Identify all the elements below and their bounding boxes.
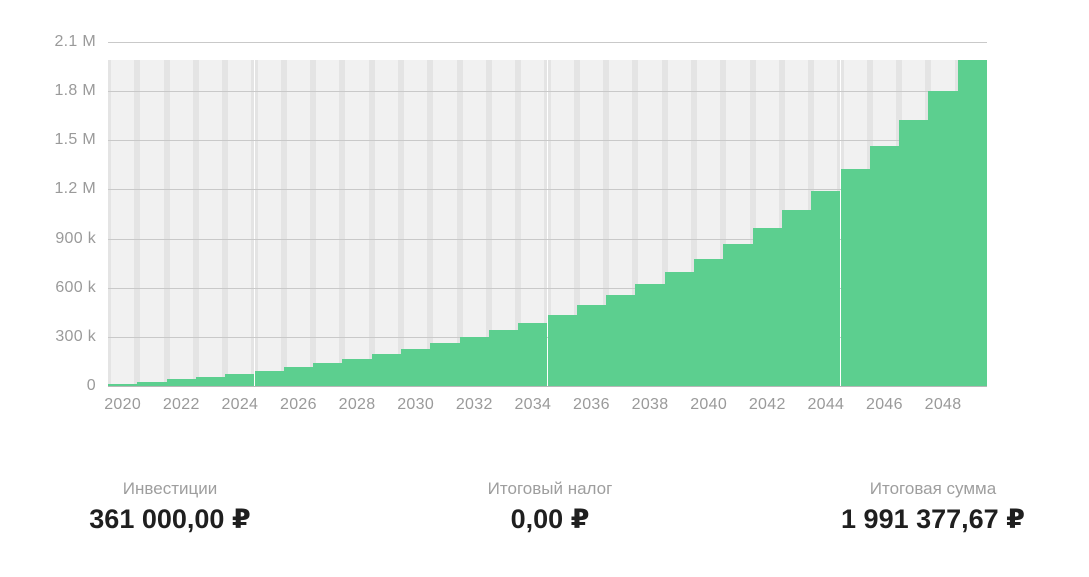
bar-2044[interactable] bbox=[811, 190, 841, 386]
summary-stats: Инвестиции 361 000,00 ₽ Итоговый налог 0… bbox=[0, 479, 1089, 549]
bar-bg-2029 bbox=[371, 59, 401, 386]
bar-2032[interactable] bbox=[459, 337, 489, 386]
x-tick-2028: 2028 bbox=[338, 396, 376, 413]
bar-bg-2028 bbox=[342, 59, 372, 386]
bar-2033[interactable] bbox=[488, 330, 519, 386]
bar-2023[interactable] bbox=[195, 376, 226, 386]
bar-bg-2025 bbox=[254, 59, 284, 386]
gridline-1.2M bbox=[108, 189, 987, 191]
gridline-900k bbox=[108, 238, 987, 240]
bar-2027[interactable] bbox=[313, 363, 343, 386]
bar-bg-2030 bbox=[401, 59, 431, 386]
y-tick-600k: 600 k bbox=[55, 278, 96, 296]
bar-2036[interactable] bbox=[576, 305, 607, 386]
x-tick-2022: 2022 bbox=[162, 396, 200, 413]
bar-bg-2026 bbox=[283, 59, 314, 386]
y-tick-1.5M: 1.5 M bbox=[54, 131, 96, 149]
x-tick-2026: 2026 bbox=[280, 396, 317, 413]
stat-investments-value: 361 000,00 ₽ bbox=[89, 504, 251, 534]
x-tick-2038: 2038 bbox=[631, 396, 669, 413]
bar-2026[interactable] bbox=[283, 367, 314, 386]
x-tick-2034: 2034 bbox=[514, 396, 552, 413]
gridline-1.8M bbox=[108, 91, 987, 93]
stat-total-sum: Итоговая сумма 1 991 377,67 ₽ bbox=[841, 479, 1025, 535]
x-tick-2020: 2020 bbox=[104, 396, 142, 413]
bar-bg-2031 bbox=[430, 59, 460, 386]
x-tick-2048: 2048 bbox=[924, 396, 962, 413]
bar-2031[interactable] bbox=[430, 343, 460, 386]
bar-2030[interactable] bbox=[401, 349, 431, 386]
x-axis-line bbox=[108, 386, 987, 387]
bar-2041[interactable] bbox=[723, 244, 753, 386]
y-tick-300k: 300 k bbox=[55, 327, 96, 345]
x-tick-2032: 2032 bbox=[455, 396, 493, 413]
stat-total-tax-label: Итоговый налог bbox=[487, 479, 613, 498]
bar-2022[interactable] bbox=[166, 379, 196, 386]
y-tick-1.8M: 1.8 M bbox=[54, 82, 96, 100]
gridline-600k bbox=[108, 287, 987, 289]
bar-2048[interactable] bbox=[928, 91, 958, 386]
stat-total-tax-value: 0,00 ₽ bbox=[510, 504, 590, 534]
x-tick-2040: 2040 bbox=[690, 396, 728, 413]
x-tick-2036: 2036 bbox=[573, 396, 610, 413]
bar-bg-2024 bbox=[225, 59, 255, 386]
bar-2021[interactable] bbox=[137, 381, 167, 386]
stat-investments: Инвестиции 361 000,00 ₽ bbox=[89, 479, 250, 535]
bar-bg-2032 bbox=[459, 59, 489, 386]
bar-bg-2022 bbox=[166, 59, 196, 386]
bar-2049[interactable] bbox=[957, 59, 987, 386]
gridline-1.5M bbox=[108, 140, 987, 142]
bar-2043[interactable] bbox=[781, 210, 812, 386]
stat-total-sum-value: 1 991 377,67 ₽ bbox=[841, 504, 1025, 534]
bar-2025[interactable] bbox=[254, 370, 284, 386]
stat-total-tax: Итоговый налог 0,00 ₽ bbox=[488, 479, 613, 535]
bar-2040[interactable] bbox=[694, 258, 724, 386]
bar-bg-2023 bbox=[195, 59, 226, 386]
bar-2045[interactable] bbox=[840, 169, 870, 386]
y-tick-900k: 900 k bbox=[55, 229, 96, 247]
x-tick-2024: 2024 bbox=[221, 396, 259, 413]
bar-2034[interactable] bbox=[518, 322, 548, 386]
bar-2024[interactable] bbox=[225, 373, 255, 386]
x-tick-2042: 2042 bbox=[748, 396, 786, 413]
bar-2029[interactable] bbox=[371, 354, 401, 386]
y-tick-1.2M: 1.2 M bbox=[54, 180, 96, 198]
plot-area bbox=[108, 42, 987, 387]
bar-2047[interactable] bbox=[899, 119, 929, 386]
x-tick-2046: 2046 bbox=[866, 396, 903, 413]
bar-2037[interactable] bbox=[606, 295, 636, 386]
stat-investments-label: Инвестиции bbox=[122, 479, 218, 498]
bar-bg-2020 bbox=[108, 59, 138, 386]
bar-bg-2027 bbox=[313, 59, 343, 386]
bar-2020[interactable] bbox=[108, 383, 138, 386]
bar-2042[interactable] bbox=[752, 228, 782, 386]
bar-2039[interactable] bbox=[664, 272, 694, 386]
gridline-2.1M bbox=[108, 42, 987, 43]
bar-2028[interactable] bbox=[342, 358, 372, 386]
bar-2035[interactable] bbox=[547, 314, 577, 386]
y-tick-2.1M: 2.1 M bbox=[54, 33, 96, 50]
bar-bg-2021 bbox=[137, 59, 167, 386]
bar-2038[interactable] bbox=[635, 284, 665, 386]
y-tick-0: 0 bbox=[86, 377, 96, 394]
stat-total-sum-label: Итоговая сумма bbox=[869, 479, 997, 498]
bar-2046[interactable] bbox=[869, 145, 900, 386]
x-tick-2030: 2030 bbox=[397, 396, 435, 413]
x-tick-2044: 2044 bbox=[807, 396, 845, 413]
